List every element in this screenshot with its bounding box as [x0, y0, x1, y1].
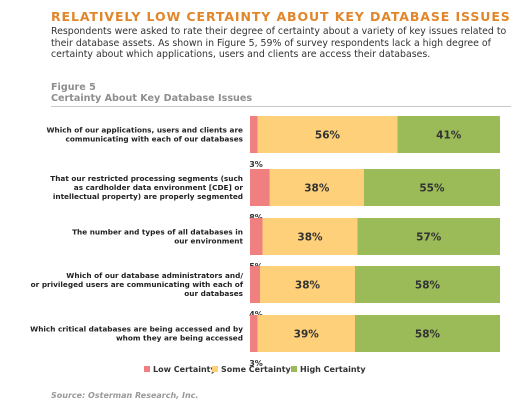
data-label: 41% — [436, 130, 462, 142]
data-label: 38% — [295, 280, 321, 292]
data-label: 55% — [419, 183, 445, 195]
bar-segment-high-certainty — [363, 169, 500, 206]
data-label-low: 8% — [249, 213, 263, 222]
bar-segment-some-certainty — [257, 116, 398, 153]
bar-segment-low-certainty — [250, 266, 260, 303]
bar-segment-some-certainty — [257, 315, 355, 352]
data-label: 56% — [315, 130, 341, 142]
category-label: The number and types of all databases in… — [72, 228, 243, 246]
data-label-low: 4% — [249, 310, 263, 319]
data-label: 58% — [415, 280, 441, 292]
category-label: Which critical databases are being acces… — [30, 325, 243, 343]
figure-title: Certainty About Key Database Issues — [51, 93, 253, 104]
bar-segment-low-certainty — [250, 169, 270, 206]
bar-segment-some-certainty — [260, 266, 355, 303]
legend-swatch — [291, 366, 297, 372]
data-label: 39% — [294, 329, 320, 341]
bar-segment-high-certainty — [355, 266, 500, 303]
data-label: 57% — [416, 232, 442, 244]
source-note: Source: Osterman Research, Inc. — [51, 391, 199, 400]
bar-segment-high-certainty — [355, 315, 500, 352]
data-label: 58% — [415, 329, 441, 341]
bar-segment-low-certainty — [250, 116, 258, 153]
legend-swatch — [212, 366, 218, 372]
data-label: 38% — [304, 183, 330, 195]
category-label: Which of our applications, users and cli… — [46, 126, 243, 144]
section-heading: RELATIVELY LOW CERTAINTY ABOUT KEY DATAB… — [51, 9, 511, 24]
figure-label: Figure 5 — [51, 82, 96, 93]
data-label-low: 3% — [249, 359, 263, 368]
bar-segment-high-certainty — [357, 218, 500, 255]
category-label: That our restricted processing segments … — [50, 174, 243, 201]
figure-divider — [51, 106, 511, 107]
intro-paragraph: Respondents were asked to rate their deg… — [51, 26, 507, 61]
legend-swatch — [144, 366, 150, 372]
bar-segment-low-certainty — [250, 315, 258, 352]
data-label: 38% — [297, 232, 323, 244]
data-label-low: 3% — [249, 160, 263, 169]
legend-entry: High Certainty — [300, 365, 366, 374]
bar-segment-some-certainty — [262, 218, 358, 255]
legend-entry: Low Certainty — [153, 365, 216, 374]
bar-segment-some-certainty — [269, 169, 364, 206]
category-label: Which of our database administrators and… — [31, 271, 244, 298]
legend-entry: Some Certainty — [221, 365, 292, 374]
bar-segment-high-certainty — [397, 116, 500, 153]
bar-segment-low-certainty — [250, 218, 263, 255]
